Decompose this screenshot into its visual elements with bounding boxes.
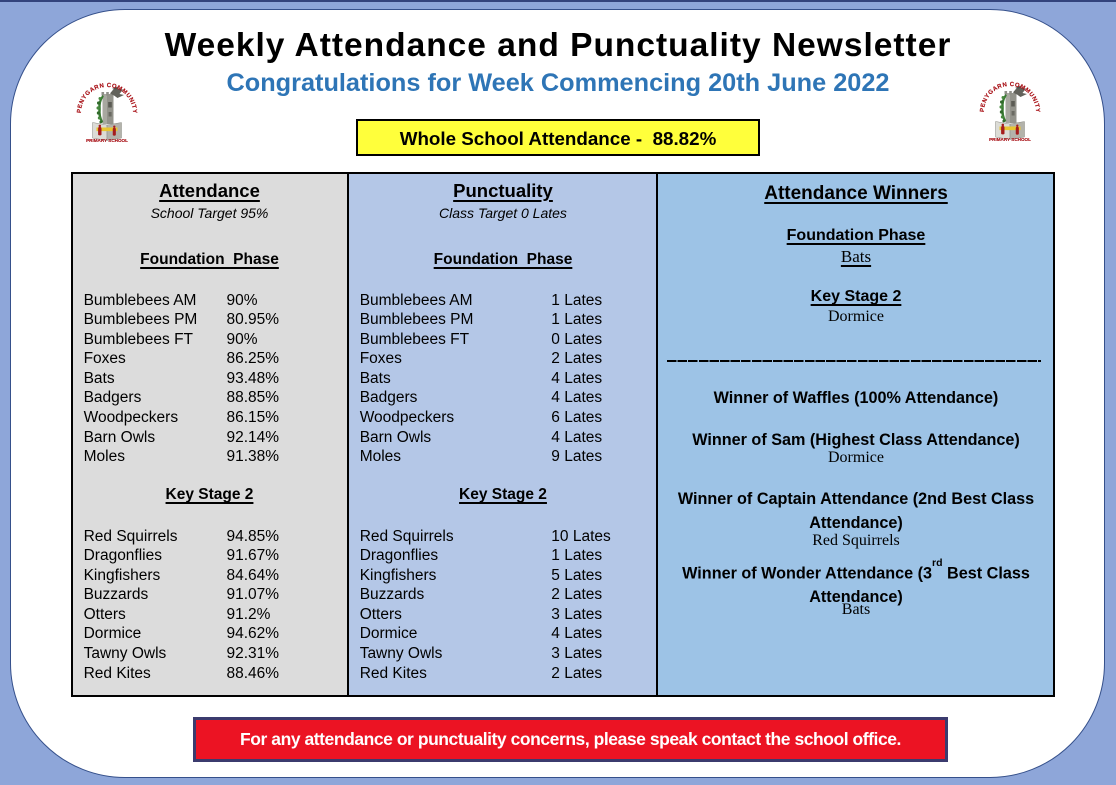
svg-text:PRIMARY SCHOOL: PRIMARY SCHOOL <box>989 137 1031 142</box>
svg-text:PRIMARY SCHOOL: PRIMARY SCHOOL <box>86 138 128 143</box>
